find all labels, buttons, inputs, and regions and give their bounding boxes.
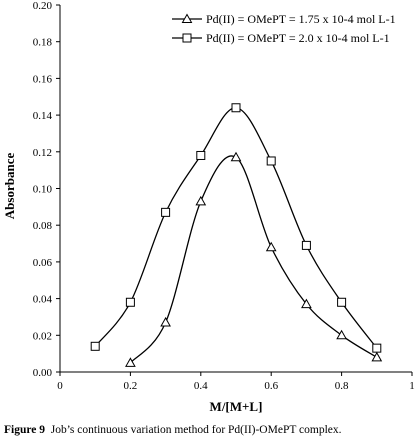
x-tick-label: 0.2 xyxy=(124,380,138,392)
y-tick-label: 0.00 xyxy=(33,367,53,379)
y-tick-label: 0.10 xyxy=(33,184,53,196)
x-tick-label: 0 xyxy=(57,380,63,392)
y-tick-label: 0.14 xyxy=(33,110,53,122)
legend-label: Pd(II) = OMePT = 2.0 x 10-4 mol L-1 xyxy=(206,31,390,45)
data-point-square xyxy=(161,207,171,217)
data-point-square xyxy=(231,103,241,113)
y-tick-label: 0.12 xyxy=(33,147,52,159)
data-point-square xyxy=(301,240,311,250)
y-tick-label: 0.18 xyxy=(33,37,53,49)
x-tick-label: 0.6 xyxy=(264,380,278,392)
y-tick-label: 0.20 xyxy=(33,0,53,12)
series-1 xyxy=(125,151,383,367)
legend-marker-square xyxy=(182,33,192,43)
chart: 0.00 0.02 0.04 0.06 0.08 0.10 0.12 0.14 0.16 0.18… xyxy=(2,0,415,414)
figure-caption: Figure 9 Job’s continuous variation meth… xyxy=(4,424,414,436)
y-tick-label: 0.02 xyxy=(33,330,52,342)
x-tick-label: 0.8 xyxy=(335,380,349,392)
data-point-triangle xyxy=(336,329,347,340)
y-tick-label: 0.06 xyxy=(33,257,53,269)
data-point-square xyxy=(90,341,100,351)
x-tick-label: 0.4 xyxy=(194,380,208,392)
legend-item-2: Pd(II) = OMePT = 2.0 x 10-4 mol L-1 xyxy=(172,31,390,45)
y-tick-label: 0.16 xyxy=(33,73,53,85)
data-point-square xyxy=(196,150,206,160)
y-axis-label: Absorbance xyxy=(2,153,17,220)
data-point-triangle xyxy=(195,195,207,206)
series-layer xyxy=(90,103,383,367)
x-tick-label: 1 xyxy=(409,380,415,392)
x-axis-ticks: 0 0.2 0.4 0.6 0.8 1 xyxy=(57,372,415,392)
data-point-square xyxy=(266,156,276,166)
data-point-square xyxy=(372,343,382,353)
series-1-line xyxy=(129,155,378,364)
data-point-square xyxy=(337,297,347,307)
figure-label: Figure 9 xyxy=(4,424,45,436)
data-point-triangle xyxy=(160,316,171,327)
series-2-line xyxy=(94,107,378,349)
y-tick-label: 0.08 xyxy=(33,220,53,232)
data-point-triangle xyxy=(230,151,242,162)
y-axis-ticks: 0.00 0.02 0.04 0.06 0.08 0.10 0.12 0.14 0.16 0.18… xyxy=(33,0,60,379)
legend: Pd(II) = OMePT = 1.75 x 10-4 mol L-1 Pd(I… xyxy=(172,12,396,45)
series-2 xyxy=(90,103,382,353)
x-axis-label: M/[M+L] xyxy=(210,399,263,414)
data-point-triangle xyxy=(301,298,312,309)
data-point-triangle xyxy=(125,357,136,367)
legend-label: Pd(II) = OMePT = 1.75 x 10-4 mol L-1 xyxy=(206,12,396,26)
data-point-triangle xyxy=(371,351,383,362)
y-tick-label: 0.04 xyxy=(33,294,53,306)
figure-caption-text: Job’s continuous variation method for Pd… xyxy=(50,424,342,436)
data-point-triangle xyxy=(265,241,277,252)
legend-marker-triangle xyxy=(181,13,193,23)
axes xyxy=(59,5,412,373)
legend-item-1: Pd(II) = OMePT = 1.75 x 10-4 mol L-1 xyxy=(172,12,396,26)
data-point-square xyxy=(125,297,135,307)
